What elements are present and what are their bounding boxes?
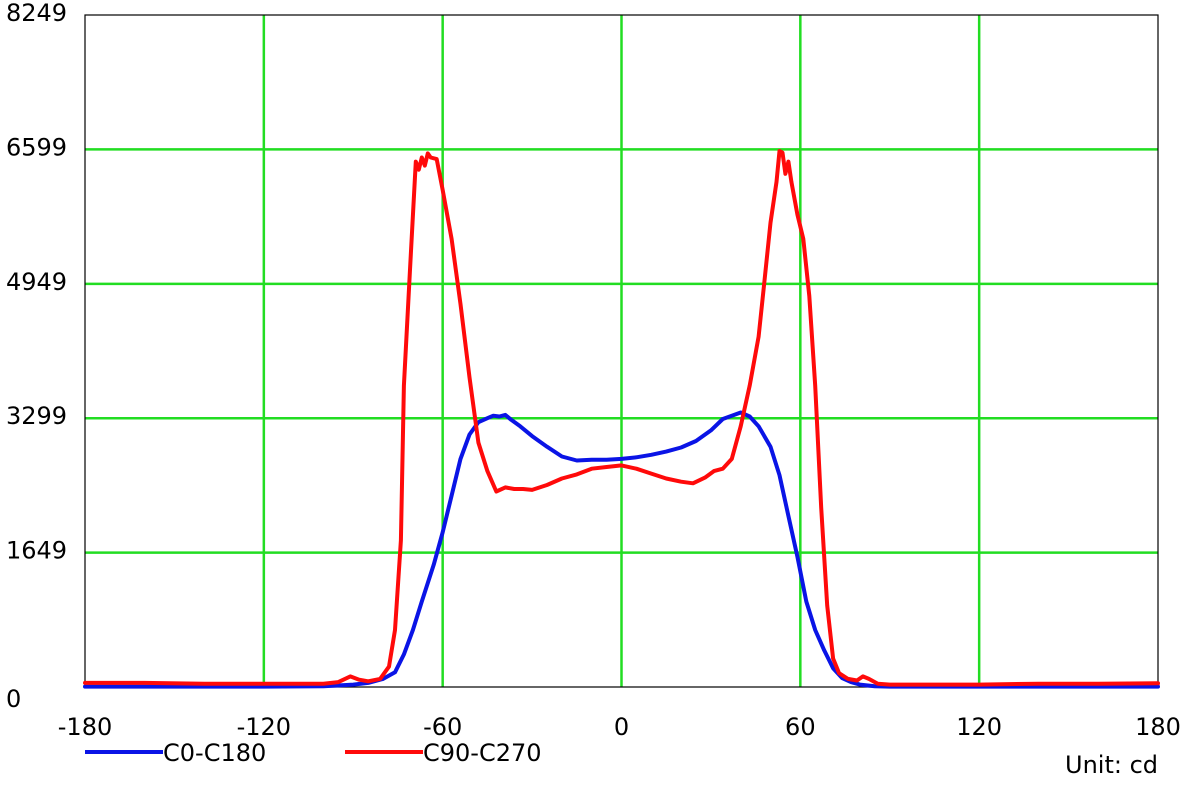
- x-tick-label: 0: [614, 713, 629, 741]
- y-tick-label: 0: [6, 685, 21, 713]
- x-tick-label: -60: [423, 713, 462, 741]
- x-tick-label: 180: [1135, 713, 1181, 741]
- x-tick-label: -180: [58, 713, 112, 741]
- grid: [85, 15, 1158, 687]
- x-axis-ticks: -180 -120 -60 0 60 120 180: [58, 713, 1181, 741]
- y-axis-ticks: 0 1649 3299 4949 6599 8249: [6, 0, 67, 713]
- x-tick-label: -120: [237, 713, 291, 741]
- legend: C0-C180 C90-C270: [85, 739, 542, 767]
- series-line-c90-c270: [83, 149, 1160, 687]
- y-tick-label: 1649: [6, 537, 67, 565]
- plot-frame: [84, 14, 1159, 688]
- x-tick-label: 120: [956, 713, 1002, 741]
- y-tick-label: 6599: [6, 133, 67, 161]
- y-tick-label: 4949: [6, 268, 67, 296]
- legend-label: C90-C270: [423, 739, 542, 767]
- series-group: [83, 149, 1160, 689]
- legend-label: C0-C180: [163, 739, 266, 767]
- y-tick-label: 8249: [6, 0, 67, 27]
- unit-label: Unit: cd: [1065, 751, 1158, 779]
- y-tick-label: 3299: [6, 402, 67, 430]
- x-tick-label: 60: [785, 713, 816, 741]
- series-line-c0-c180: [83, 410, 1160, 689]
